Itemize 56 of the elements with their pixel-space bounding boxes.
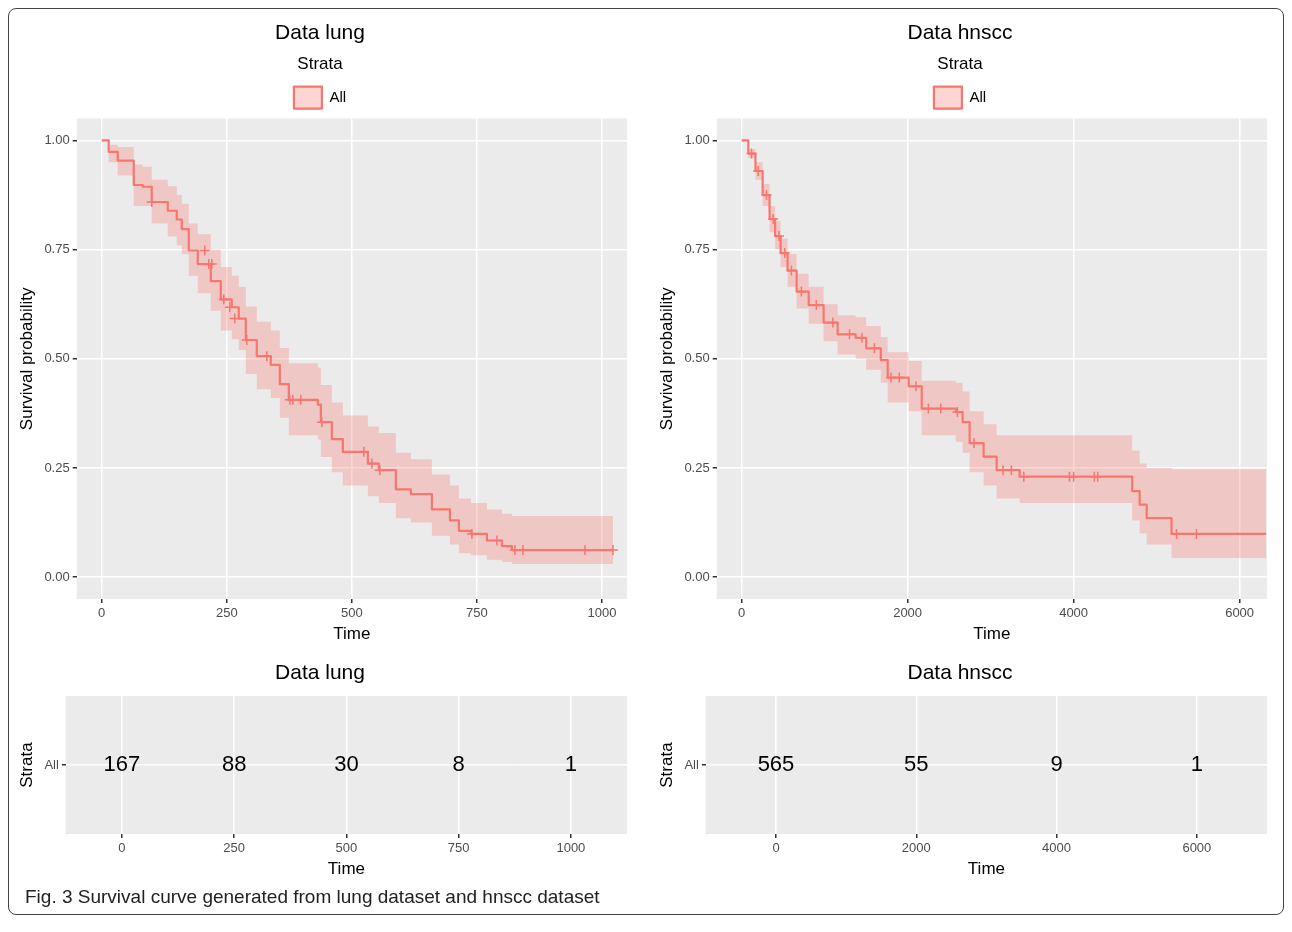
data-label: 9 xyxy=(1050,751,1063,777)
y-axis-title: Survival probability xyxy=(656,286,676,431)
x-tick-label: 250 xyxy=(215,605,238,621)
x-tick-label: 0 xyxy=(772,840,780,856)
x-tick-label: 1000 xyxy=(556,840,586,856)
data-label: 55 xyxy=(904,751,929,777)
y-axis-title: Survival probability xyxy=(16,286,36,431)
chart-title: Data hnscc xyxy=(907,660,1013,684)
y-tick-label: 0.50 xyxy=(44,350,70,366)
legend-title: Strata xyxy=(937,54,984,74)
x-axis-title: Time xyxy=(327,859,365,879)
x-tick-label: 4000 xyxy=(1042,840,1072,856)
x-tick-label: 0 xyxy=(737,605,746,621)
legend-title: Strata xyxy=(297,54,344,74)
y-tick-label: 0.75 xyxy=(44,241,70,257)
y-axis-title: Strata xyxy=(16,741,36,788)
y-tick-label: 1.00 xyxy=(684,132,710,148)
y-tick-label: 0.00 xyxy=(684,568,710,584)
y-tick-label: 0.00 xyxy=(44,568,70,584)
x-tick-label: 4000 xyxy=(1059,605,1089,621)
x-axis-title: Time xyxy=(973,624,1011,644)
x-tick-label: 0 xyxy=(118,840,126,856)
data-label: 30 xyxy=(334,751,359,777)
x-axis-title: Time xyxy=(333,624,371,644)
chart-title: Data lung xyxy=(275,660,365,684)
x-tick-label: 500 xyxy=(335,840,358,856)
y-tick-label: All xyxy=(684,756,699,772)
y-tick-label: All xyxy=(44,756,59,772)
x-tick-label: 500 xyxy=(341,605,363,621)
x-tick-label: 0 xyxy=(98,605,106,621)
chart-title: Data hnscc xyxy=(907,20,1013,44)
x-tick-label: 6000 xyxy=(1182,840,1212,856)
x-tick-label: 2000 xyxy=(893,605,923,621)
data-label: 565 xyxy=(757,751,795,777)
data-label: 1 xyxy=(564,751,578,777)
x-tick-label: 750 xyxy=(447,840,470,856)
x-tick-label: 750 xyxy=(466,605,488,621)
y-tick-label: 0.50 xyxy=(684,350,710,366)
x-tick-label: 250 xyxy=(223,840,246,856)
x-tick-label: 2000 xyxy=(901,840,931,856)
x-tick-label: 6000 xyxy=(1225,605,1255,621)
y-axis-title: Strata xyxy=(656,741,676,788)
data-label: 167 xyxy=(103,751,141,777)
legend-label: All xyxy=(969,87,987,105)
x-tick-label: 1000 xyxy=(587,605,617,621)
legend-label: All xyxy=(329,87,347,105)
x-axis-title: Time xyxy=(967,859,1005,879)
data-label: 1 xyxy=(1190,751,1203,777)
y-tick-label: 1.00 xyxy=(44,132,70,148)
y-tick-label: 0.25 xyxy=(684,459,710,475)
y-tick-label: 0.75 xyxy=(684,241,710,257)
y-tick-label: 0.25 xyxy=(44,459,70,475)
data-label: 88 xyxy=(221,751,247,777)
chart-title: Data lung xyxy=(275,20,365,44)
data-label: 8 xyxy=(452,751,465,777)
caption: Fig. 3 Survival curve generated from lung dataset and hnscc dataset xyxy=(24,885,601,909)
